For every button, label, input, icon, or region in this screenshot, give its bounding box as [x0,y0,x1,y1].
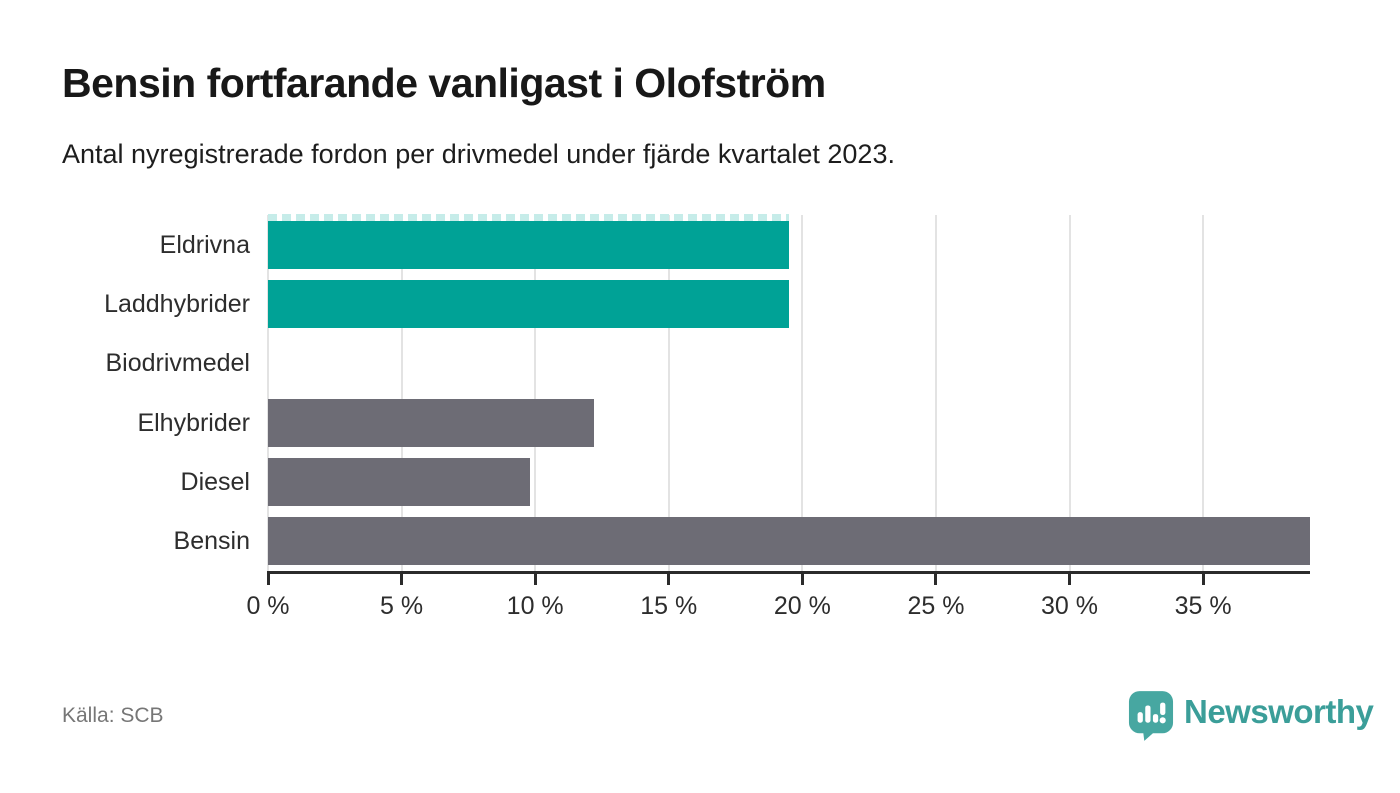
y-axis-label-elhybrider: Elhybrider [137,408,250,437]
gridline-30 [1068,215,1071,571]
x-axis-tick-15 [667,571,671,585]
gridline-20 [801,215,804,571]
x-axis-tick-label-20: 20 % [773,592,831,620]
bar-eldrivna [268,220,789,269]
dashed-cap-pattern [268,214,789,222]
x-axis-tick-30 [1068,571,1072,585]
source-label: Källa: SCB [62,704,164,727]
x-axis-tick-5 [400,571,404,585]
newsworthy-icon [1128,690,1174,742]
bar-laddhybrider [268,280,789,328]
x-axis-tick-35 [1201,571,1205,585]
bar-bensin [268,517,1310,566]
chart-subtitle: Antal nyregistrerade fordon per drivmede… [62,139,895,169]
x-axis-tick-0 [266,571,270,585]
y-axis-label-eldrivna: Eldrivna [159,230,250,259]
y-axis-label-laddhybrider: Laddhybrider [104,290,250,318]
x-axis-tick-label-0: 0 % [246,592,290,620]
x-axis-tick-label-10: 10 % [506,592,564,620]
x-axis-tick-label-30: 30 % [1041,592,1099,620]
x-axis-tick-20 [800,571,804,585]
gridline-5 [400,215,403,571]
gridline-35 [1202,215,1205,571]
x-axis-tick-label-25: 25 % [907,592,965,620]
x-axis-line [268,571,1310,574]
bar-diesel [268,458,530,506]
bar-elhybrider [268,398,594,447]
x-axis-tick-label-15: 15 % [640,592,698,620]
y-axis-label-diesel: Diesel [180,468,250,496]
y-axis-label-biodrivmedel: Biodrivmedel [105,349,250,378]
x-axis-tick-10 [533,571,537,585]
x-axis-tick-25 [934,571,938,585]
newsworthy-logo: Newsworthy [1128,690,1374,742]
gridline-15 [667,215,670,571]
chart-title: Bensin fortfarande vanligast i Olofström [62,60,826,106]
y-axis-label-bensin: Bensin [173,527,250,556]
newsworthy-wordmark: Newsworthy [1184,693,1374,730]
gridline-0 [267,215,269,571]
x-axis-tick-label-5: 5 % [380,592,424,620]
gridline-25 [934,215,937,571]
gridline-10 [534,215,537,571]
x-axis-tick-label-35: 35 % [1174,592,1232,620]
